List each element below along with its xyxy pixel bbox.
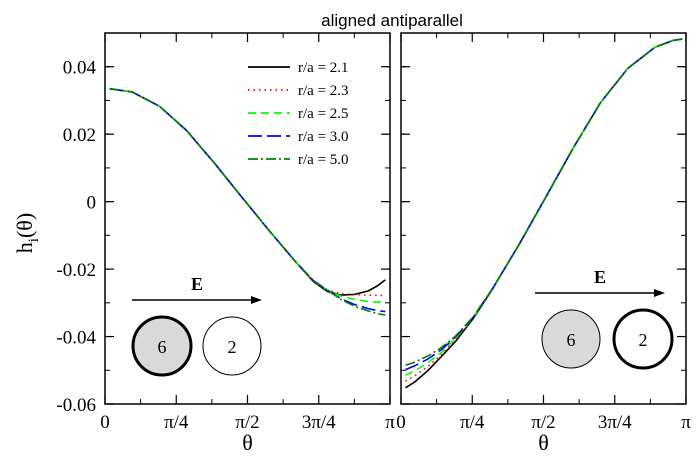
legend-label: r/a = 5.0 bbox=[298, 152, 349, 168]
legend: r/a = 2.1 r/a = 2.3 r/a = 2.5 r/a = 3.0 r/a … bbox=[248, 60, 349, 168]
legend-label: r/a = 2.1 bbox=[298, 60, 349, 76]
right-panel: 0 π/4 π/2 3π/4 π θ E 6 2 bbox=[396, 32, 691, 455]
sphere-right bbox=[202, 316, 262, 376]
x-tick-label: π/2 bbox=[531, 412, 555, 433]
sphere-right-label: 2 bbox=[639, 330, 648, 350]
x-tick-label: π/4 bbox=[164, 412, 189, 433]
y-tick-label: -0.02 bbox=[56, 260, 96, 281]
field-arrowhead bbox=[654, 289, 665, 297]
sphere-left-label: 6 bbox=[158, 337, 167, 357]
x-tick-label: 0 bbox=[100, 412, 110, 433]
x-tick-label: 0 bbox=[396, 412, 406, 433]
field-label: E bbox=[191, 274, 203, 294]
y-tick-label: -0.04 bbox=[56, 328, 96, 349]
x-tick-label: π bbox=[681, 412, 691, 433]
legend-label: r/a = 3.0 bbox=[298, 129, 349, 145]
series-line bbox=[109, 87, 386, 316]
series-line bbox=[109, 87, 386, 313]
sphere-right-label: 2 bbox=[228, 337, 237, 357]
field-label: E bbox=[594, 267, 606, 287]
x-tick-label: π bbox=[385, 412, 395, 433]
x-tick-label: 3π/4 bbox=[302, 412, 336, 433]
y-tick-label: 0.02 bbox=[63, 125, 96, 146]
sphere-left bbox=[131, 315, 193, 377]
legend-label: r/a = 2.3 bbox=[298, 83, 349, 99]
x-axis-label: θ bbox=[242, 430, 253, 455]
sphere-right bbox=[612, 308, 674, 370]
y-tick-label: 0.04 bbox=[63, 58, 97, 79]
x-tick-label: π/4 bbox=[460, 412, 485, 433]
x-tick-label: π/2 bbox=[235, 412, 259, 433]
series-line bbox=[405, 38, 683, 366]
chart-title: aligned antiparallel bbox=[321, 11, 463, 30]
series-line bbox=[405, 38, 683, 382]
field-arrowhead bbox=[251, 296, 262, 304]
y-axis-label: hi(θ) bbox=[12, 213, 42, 253]
x-axis-label: θ bbox=[538, 430, 549, 455]
x-tick-label: 3π/4 bbox=[598, 412, 632, 433]
sphere-left bbox=[541, 309, 601, 369]
y-tick-label: 0 bbox=[87, 193, 97, 214]
legend-label: r/a = 2.5 bbox=[298, 106, 349, 122]
sphere-left-label: 6 bbox=[567, 330, 576, 350]
y-tick-label: -0.06 bbox=[56, 395, 96, 416]
